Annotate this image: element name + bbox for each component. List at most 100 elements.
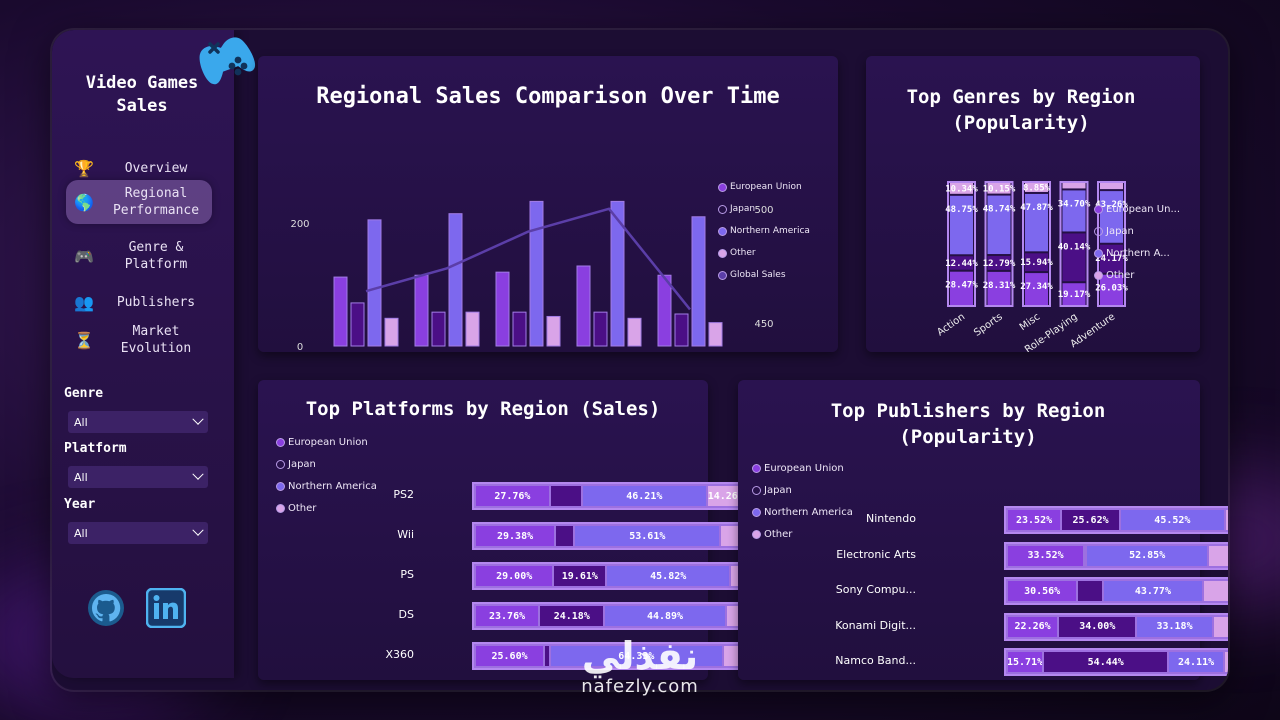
- legend-item[interactable]: Japan: [1094, 220, 1180, 242]
- year-dropdown[interactable]: All: [68, 522, 208, 544]
- legend-item[interactable]: Japan: [276, 453, 377, 475]
- legend-item[interactable]: European Union: [718, 176, 810, 198]
- genre-segment[interactable]: [1062, 183, 1086, 189]
- bar-european-union[interactable]: [414, 274, 429, 347]
- genre-segment[interactable]: [987, 195, 1011, 255]
- bar-other[interactable]: [627, 317, 642, 347]
- stacked-bar-segment[interactable]: 33.52%: [1006, 543, 1086, 568]
- stacked-bar-segment[interactable]: 34.00%: [1057, 614, 1138, 639]
- legend-item[interactable]: Japan: [718, 198, 810, 220]
- bar-japan[interactable]: [431, 311, 446, 347]
- legend-item[interactable]: Other: [718, 242, 810, 264]
- stacked-bar-segment[interactable]: 25.60%: [474, 644, 546, 668]
- bar-northern-america[interactable]: [448, 213, 463, 347]
- genre-segment[interactable]: [1100, 183, 1123, 190]
- genre-segment[interactable]: [987, 256, 1011, 270]
- bar-european-union[interactable]: [576, 265, 591, 347]
- stacked-bar-segment[interactable]: 29.38%: [474, 524, 557, 548]
- bar-european-union[interactable]: [495, 271, 510, 347]
- bar-japan[interactable]: [593, 311, 608, 347]
- genre-segment[interactable]: [1100, 191, 1123, 243]
- genre-segment[interactable]: [1025, 193, 1048, 252]
- stacked-bar-segment[interactable]: [1206, 543, 1228, 568]
- bar-japan[interactable]: [512, 311, 527, 347]
- stacked-bar-segment[interactable]: 27.76%: [474, 484, 551, 508]
- genre-segment[interactable]: [987, 271, 1011, 305]
- genre-segment[interactable]: [950, 271, 973, 305]
- stacked-bar-segment[interactable]: 24.18%: [538, 604, 606, 628]
- stacked-bar-segment[interactable]: 44.89%: [603, 604, 727, 628]
- legend-item[interactable]: Northern A...: [1094, 242, 1180, 264]
- stacked-bar-segment[interactable]: [1211, 614, 1228, 639]
- legend-item[interactable]: Other: [1094, 264, 1180, 286]
- bar-other[interactable]: [546, 315, 561, 347]
- stacked-bar-segment[interactable]: 30.56%: [1006, 579, 1079, 603]
- nav-item-overview[interactable]: 🏆 Overview: [66, 146, 212, 190]
- stacked-bar-segment[interactable]: 22.26%: [1006, 614, 1060, 639]
- legend-item[interactable]: Japan: [752, 479, 853, 501]
- genre-segment[interactable]: [1025, 253, 1048, 272]
- nav-item-genre-platform[interactable]: 🎮 Genre & Platform: [66, 234, 212, 278]
- stacked-bar-segment[interactable]: 64.33%: [548, 644, 725, 668]
- genre-segment[interactable]: [950, 256, 973, 270]
- stacked-bar-segment[interactable]: 54.44%: [1042, 650, 1170, 674]
- stacked-bar-segment[interactable]: [1223, 508, 1228, 532]
- legend-item[interactable]: Other: [276, 497, 377, 519]
- genre-segment[interactable]: [1062, 283, 1086, 305]
- bar-other[interactable]: [708, 322, 723, 347]
- legend-item[interactable]: European Union: [276, 431, 377, 453]
- genre-segment[interactable]: [1100, 244, 1123, 273]
- legend-item[interactable]: Northern America: [718, 220, 810, 242]
- legend-item[interactable]: Other: [752, 523, 853, 545]
- legend-item[interactable]: European Un...: [1094, 198, 1180, 220]
- bar-japan[interactable]: [350, 302, 365, 347]
- stacked-bar-segment[interactable]: 29.00%: [474, 564, 555, 588]
- bar-european-union[interactable]: [333, 276, 348, 347]
- bar-other[interactable]: [384, 317, 399, 347]
- github-icon[interactable]: [86, 588, 126, 628]
- stacked-bar-segment[interactable]: 52.85%: [1085, 543, 1209, 568]
- legend-item[interactable]: European Union: [752, 457, 853, 479]
- stacked-bar-segment[interactable]: [548, 484, 584, 508]
- genre-segment[interactable]: [1100, 274, 1123, 305]
- bar-northern-america[interactable]: [691, 216, 706, 347]
- bar-northern-america[interactable]: [529, 200, 544, 347]
- bar-european-union[interactable]: [657, 274, 672, 347]
- legend-item[interactable]: Northern America: [752, 501, 853, 523]
- stacked-bar-segment[interactable]: 24.11%: [1167, 650, 1225, 674]
- nav-item-publishers[interactable]: 👥 Publishers: [66, 280, 212, 324]
- stacked-bar-segment[interactable]: 19.61%: [552, 564, 608, 588]
- stacked-bar-segment[interactable]: 23.76%: [474, 604, 541, 628]
- legend-item[interactable]: Global Sales: [718, 264, 810, 286]
- stacked-bar-segment[interactable]: 43.77%: [1101, 579, 1205, 603]
- nav-item-regional-performance[interactable]: 🌎 Regional Performance: [66, 180, 212, 224]
- linkedin-icon[interactable]: [146, 588, 186, 628]
- genre-segment[interactable]: [1062, 233, 1086, 282]
- stacked-bar-segment[interactable]: 45.52%: [1119, 508, 1226, 532]
- nav-item-market-evolution[interactable]: ⏳ Market Evolution: [66, 318, 212, 362]
- stacked-bar-segment[interactable]: [554, 524, 576, 548]
- stacked-bar-segment[interactable]: [1222, 650, 1228, 674]
- stacked-bar-segment[interactable]: 53.61%: [573, 524, 722, 548]
- global-sales-line[interactable]: [365, 207, 691, 311]
- stacked-bar-segment[interactable]: 33.18%: [1135, 614, 1214, 639]
- stacked-bar-segment[interactable]: 23.52%: [1006, 508, 1063, 532]
- stacked-bar-segment[interactable]: 46.21%: [581, 484, 708, 508]
- bar-other[interactable]: [465, 311, 480, 347]
- stacked-bar-segment[interactable]: 45.82%: [605, 564, 732, 588]
- bar-japan[interactable]: [674, 313, 689, 347]
- stacked-bar-segment[interactable]: [1076, 579, 1104, 603]
- genre-segment[interactable]: [1025, 183, 1048, 192]
- genre-dropdown[interactable]: All: [68, 411, 208, 433]
- stacked-bar-segment[interactable]: [1202, 579, 1228, 603]
- genre-segment[interactable]: [950, 195, 973, 255]
- genre-segment[interactable]: [950, 183, 973, 194]
- stacked-bar-segment[interactable]: 25.62%: [1060, 508, 1122, 532]
- legend-item[interactable]: Northern America: [276, 475, 377, 497]
- genre-segment[interactable]: [1025, 273, 1048, 305]
- genre-segment[interactable]: [987, 183, 1011, 194]
- bar-northern-america[interactable]: [367, 219, 382, 347]
- genre-segment[interactable]: [1062, 190, 1086, 232]
- stacked-bar-segment[interactable]: 15.71%: [1006, 650, 1045, 674]
- platform-dropdown[interactable]: All: [68, 466, 208, 488]
